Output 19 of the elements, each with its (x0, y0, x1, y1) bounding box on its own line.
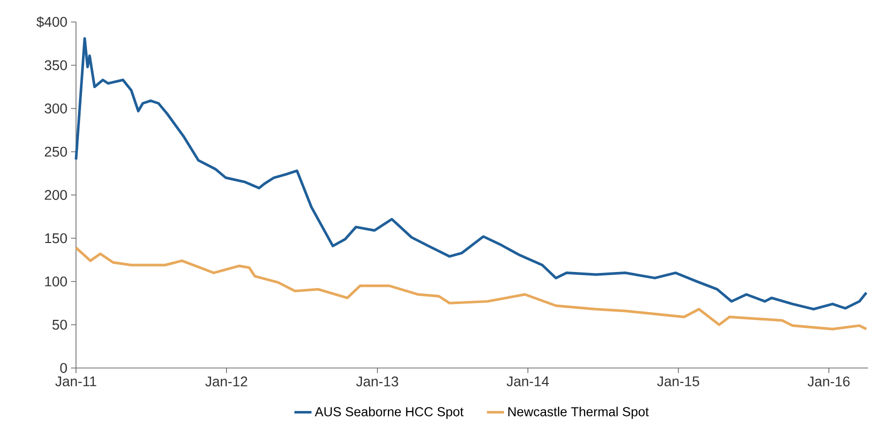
x-tick-label: Jan-15 (657, 376, 700, 386)
y-tick-label: 0 (60, 363, 67, 373)
x-tick-label: Jan-11 (55, 376, 96, 386)
y-tick-label: 250 (44, 146, 67, 157)
y-tick-label: 50 (52, 320, 67, 330)
x-tick-label: Jan-12 (205, 376, 248, 386)
y-tick-label: 300 (44, 104, 67, 114)
legend-label: AUS Seaborne HCC Spot (314, 406, 464, 419)
y-tick-label: $400 (36, 16, 67, 28)
legend-label: Newcastle Thermal Spot (508, 406, 649, 419)
y-tick-label: 200 (44, 190, 67, 200)
x-tick-label: Jan-13 (356, 376, 398, 386)
x-tick-label: Jan-14 (506, 376, 549, 386)
x-tick-label: Jan-16 (808, 376, 850, 386)
y-tick-label: 350 (44, 60, 67, 70)
y-tick-label: 100 (45, 276, 67, 286)
line-series (74, 246, 868, 330)
y-tick-label: 150 (45, 233, 67, 244)
line-series (74, 37, 868, 310)
